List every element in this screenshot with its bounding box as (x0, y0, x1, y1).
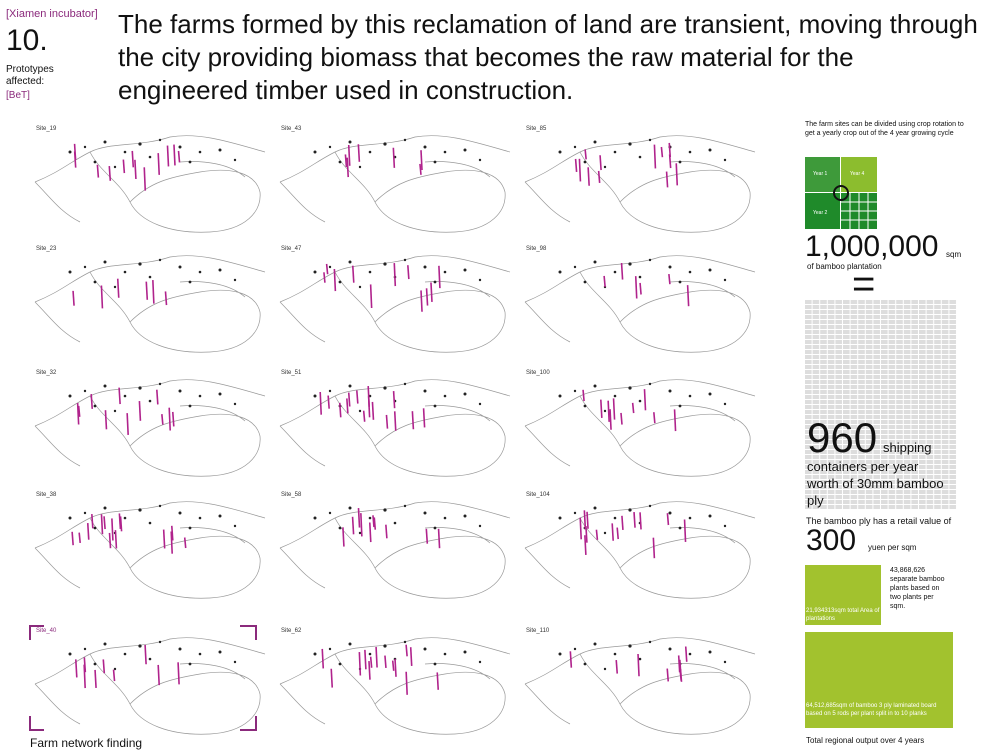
site-label: Site_85 (526, 126, 547, 132)
containers-value: 960 (807, 414, 878, 461)
site-map (520, 366, 760, 484)
site-label: Site_43 (281, 126, 302, 132)
site-map (275, 242, 515, 360)
site-panel: Site_110 (520, 624, 760, 742)
site-panel: Site_98 (520, 242, 760, 360)
site-panel: Site_19 (30, 122, 270, 240)
year-label: Year 1 (813, 171, 828, 177)
site-label: Site_98 (526, 246, 547, 252)
caption: Farm network finding (30, 736, 143, 750)
area-unit: sqm (946, 250, 962, 259)
price-unit: yuen per sqm (868, 543, 917, 552)
site-panel: Site_23 (30, 242, 270, 360)
highlight-brackets (29, 625, 257, 731)
site-map (520, 122, 760, 240)
site-panel: Site_62 (275, 624, 515, 742)
site-map (30, 624, 270, 742)
site-label: Site_32 (36, 370, 57, 376)
statement: The farms formed by this reclamation of … (118, 9, 978, 105)
site-label: Site_23 (36, 246, 57, 252)
site-map (30, 366, 270, 484)
footer: Total regional output over 4 years (806, 736, 925, 745)
site-label: Site_110 (526, 628, 550, 634)
site-label: Site_58 (281, 492, 302, 498)
area-box (805, 565, 881, 625)
containers-unit: shipping (883, 440, 932, 455)
equals: = (852, 262, 876, 306)
area-text: of bamboo plantation (807, 262, 882, 271)
site-map (30, 242, 270, 360)
output-box (805, 632, 953, 728)
site-map (520, 242, 760, 360)
site-label: Site_100 (526, 370, 550, 376)
site-panel: Site_38 (30, 488, 270, 606)
site-label: Site_19 (36, 126, 57, 132)
site-map (520, 624, 760, 742)
site-map (275, 488, 515, 606)
area-total-text: 21,934313sqm total Area of plantations (806, 608, 880, 622)
site-panel: Site_58 (275, 488, 515, 606)
area-value: 1,000,000 (805, 230, 939, 263)
year-label: Year 4 (850, 171, 865, 177)
prototypes: [BeT] (6, 90, 30, 101)
site-label: Site_47 (281, 246, 302, 252)
site-label: Site_38 (36, 492, 57, 498)
site-map (520, 488, 760, 606)
site-map (275, 624, 515, 742)
site-panel: Site_85 (520, 122, 760, 240)
plants-text: 43,868,626 separate bamboo plants based … (890, 567, 945, 610)
site-label: Site_40 (36, 628, 57, 634)
tag: [Xiamen incubator] (6, 8, 98, 20)
site-panel: Site_32 (30, 366, 270, 484)
site-map (275, 122, 515, 240)
site-label: Site_51 (281, 370, 302, 376)
container-grid (805, 300, 957, 510)
site-label: Site_104 (526, 492, 550, 498)
year-label: Year 2 (813, 210, 828, 216)
site-label: Site_62 (281, 628, 302, 634)
site-panel: Site_51 (275, 366, 515, 484)
containers-text: containers per year worth of 30mm bamboo… (807, 459, 944, 508)
prototypes-label: Prototypes affected: (6, 64, 54, 87)
price-value: 300 (806, 524, 857, 557)
site-panel: Site_104 (520, 488, 760, 606)
site-panel: Site_43 (275, 122, 515, 240)
site-panel: Site_100 (520, 366, 760, 484)
rotation-diagram (805, 157, 877, 229)
site-map (275, 366, 515, 484)
site-map (30, 122, 270, 240)
site-panel: Site_47 (275, 242, 515, 360)
output-text: 64,512,685sqm of bamboo 3 ply laminated … (806, 703, 937, 717)
site-map (30, 488, 270, 606)
intro: The farm sites can be divided using crop… (805, 121, 964, 137)
site-panel: Site_40 (30, 624, 270, 742)
number: 10. (6, 24, 48, 57)
retail-text: The bamboo ply has a retail value of (806, 516, 952, 526)
